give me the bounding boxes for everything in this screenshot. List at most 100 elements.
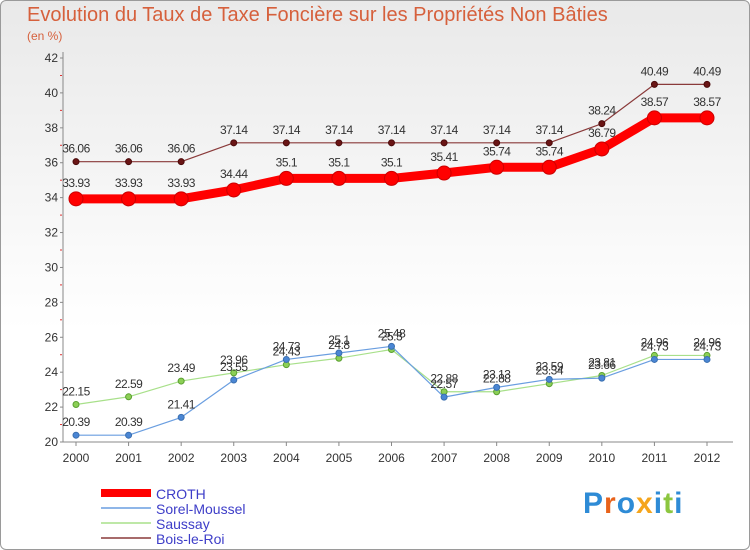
- y-tick-label: 32: [45, 226, 59, 240]
- x-tick-label: 2005: [326, 451, 353, 465]
- data-label: 22.88: [430, 372, 458, 386]
- data-label: 23.96: [220, 353, 248, 367]
- data-point: [388, 342, 395, 350]
- data-point: [493, 139, 501, 147]
- x-tick-label: 2000: [63, 451, 90, 465]
- data-label: 24.96: [693, 335, 721, 349]
- data-point: [699, 110, 715, 126]
- unit-label: (en %): [27, 29, 63, 43]
- data-point: [545, 375, 553, 383]
- data-point: [703, 80, 711, 88]
- data-point: [125, 393, 133, 401]
- data-label: 24.96: [641, 335, 669, 349]
- x-tick-label: 2008: [483, 451, 510, 465]
- data-label: 35.1: [328, 155, 350, 169]
- data-label: 25.3: [381, 329, 403, 343]
- legend-label: Bois-le-Roi: [156, 531, 224, 547]
- data-point: [230, 376, 238, 384]
- data-label: 23.34: [535, 364, 563, 378]
- data-point: [226, 182, 242, 198]
- data-label: 33.93: [167, 176, 195, 190]
- data-label: 22.59: [115, 377, 143, 391]
- data-label: 35.74: [535, 144, 563, 158]
- data-point: [388, 139, 395, 147]
- data-label: 37.14: [535, 123, 563, 137]
- data-label: 37.14: [378, 123, 406, 137]
- data-point: [335, 139, 343, 147]
- data-point: [384, 170, 399, 186]
- data-label: 37.14: [483, 123, 511, 137]
- data-point: [72, 400, 80, 408]
- data-label: 40.49: [641, 64, 669, 78]
- data-label: 23.13: [483, 367, 511, 381]
- logo-letter: x: [636, 487, 654, 520]
- data-point: [594, 141, 610, 157]
- data-point: [125, 158, 133, 166]
- data-point: [230, 369, 238, 377]
- logo-letter: o: [616, 487, 637, 520]
- data-point: [177, 158, 185, 166]
- x-tick-label: 2003: [220, 451, 247, 465]
- data-label: 24.43: [273, 345, 301, 359]
- data-label: 36.79: [588, 126, 616, 140]
- y-tick-label: 40: [45, 86, 59, 100]
- data-label: 37.14: [220, 123, 248, 137]
- x-tick-label: 2009: [536, 451, 563, 465]
- data-point: [493, 383, 501, 391]
- data-point: [331, 170, 347, 186]
- data-label: 23.49: [167, 361, 195, 375]
- data-point: [335, 349, 343, 357]
- data-label: 40.49: [693, 64, 721, 78]
- chart-title: Evolution du Taux de Taxe Foncière sur l…: [27, 4, 608, 26]
- proxiti-logo: Proxiti: [583, 487, 683, 521]
- y-tick-label: 34: [45, 191, 59, 205]
- data-label: 38.24: [588, 104, 616, 118]
- data-point: [278, 170, 294, 186]
- y-tick-label: 30: [45, 260, 59, 274]
- data-label: 23.81: [588, 355, 616, 369]
- data-label: 23.55: [220, 360, 248, 374]
- data-label: 38.57: [693, 95, 721, 109]
- data-point: [646, 110, 662, 126]
- legend-label: Sorel-Moussel: [156, 501, 245, 517]
- data-point: [282, 355, 290, 363]
- data-label: 33.93: [62, 176, 90, 190]
- data-point: [121, 191, 137, 207]
- logo-letter: P: [583, 487, 605, 520]
- y-tick-label: 26: [45, 330, 59, 344]
- x-tick-label: 2001: [115, 451, 142, 465]
- y-tick-label: 20: [45, 435, 59, 449]
- data-label: 22.88: [483, 372, 511, 386]
- data-point: [72, 431, 80, 439]
- data-point: [440, 393, 448, 401]
- data-point: [598, 374, 606, 382]
- data-point: [650, 80, 658, 88]
- legend-label: CROTH: [156, 486, 206, 502]
- data-label: 23.59: [535, 359, 563, 373]
- data-point: [541, 159, 557, 175]
- data-label: 36.06: [115, 142, 143, 156]
- logo-letter: i: [674, 487, 684, 520]
- y-tick-label: 42: [45, 51, 59, 65]
- data-label: 25.48: [378, 326, 406, 340]
- data-point: [489, 159, 505, 175]
- legend-label: Saussay: [156, 516, 210, 532]
- data-label: 38.57: [641, 95, 669, 109]
- data-label: 35.1: [381, 155, 403, 169]
- data-label: 36.06: [62, 142, 90, 156]
- x-tick-label: 2004: [273, 451, 300, 465]
- data-point: [177, 377, 185, 385]
- data-point: [177, 413, 185, 421]
- x-tick-label: 2006: [378, 451, 405, 465]
- y-tick-label: 28: [45, 295, 59, 309]
- data-point: [72, 158, 80, 166]
- y-tick-label: 22: [45, 400, 59, 414]
- data-label: 20.39: [115, 415, 143, 429]
- data-label: 35.41: [430, 150, 458, 164]
- data-point: [650, 355, 658, 363]
- data-label: 24.73: [641, 339, 669, 353]
- logo-letter: t: [663, 487, 675, 520]
- data-point: [440, 139, 448, 147]
- data-label: 24.8: [328, 338, 350, 352]
